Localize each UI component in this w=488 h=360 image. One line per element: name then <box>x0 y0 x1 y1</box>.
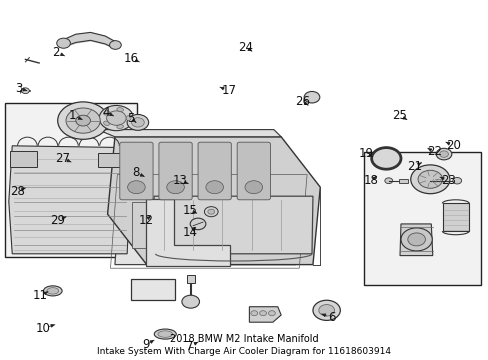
Circle shape <box>182 295 199 308</box>
Bar <box>5 103 137 257</box>
Circle shape <box>57 38 70 48</box>
Polygon shape <box>154 196 312 254</box>
Circle shape <box>166 181 184 194</box>
Circle shape <box>190 218 205 230</box>
Ellipse shape <box>103 111 109 115</box>
Polygon shape <box>98 130 281 137</box>
Bar <box>364 152 480 285</box>
Text: 10: 10 <box>36 322 50 335</box>
FancyBboxPatch shape <box>159 142 192 200</box>
Text: 6: 6 <box>327 311 335 324</box>
Circle shape <box>244 181 262 194</box>
Circle shape <box>268 311 275 316</box>
Text: 16: 16 <box>123 52 138 65</box>
Circle shape <box>99 105 133 131</box>
FancyBboxPatch shape <box>237 142 270 200</box>
Text: 4: 4 <box>102 106 110 119</box>
Circle shape <box>435 148 451 160</box>
Bar <box>10 151 37 167</box>
Ellipse shape <box>117 125 123 129</box>
Text: 20: 20 <box>446 139 460 152</box>
Polygon shape <box>107 137 320 265</box>
Circle shape <box>58 102 108 139</box>
Text: 8: 8 <box>132 166 140 179</box>
Text: 14: 14 <box>182 226 197 239</box>
FancyBboxPatch shape <box>198 142 231 200</box>
Text: 7: 7 <box>185 340 193 353</box>
Text: 3: 3 <box>15 82 22 95</box>
Circle shape <box>205 181 223 194</box>
Circle shape <box>204 207 218 217</box>
Circle shape <box>439 151 447 157</box>
Ellipse shape <box>158 331 172 337</box>
Text: 27: 27 <box>55 152 70 165</box>
Bar <box>131 279 175 300</box>
Text: 2: 2 <box>52 46 60 59</box>
Circle shape <box>131 118 144 127</box>
Text: 29: 29 <box>50 214 65 227</box>
Bar <box>237 202 274 248</box>
Circle shape <box>127 181 145 194</box>
Polygon shape <box>399 224 432 256</box>
Text: 28: 28 <box>10 185 24 198</box>
Bar <box>132 202 168 248</box>
Polygon shape <box>9 146 129 254</box>
FancyBboxPatch shape <box>120 142 153 200</box>
Text: 23: 23 <box>441 174 455 187</box>
Ellipse shape <box>103 121 109 126</box>
Text: 19: 19 <box>358 147 372 159</box>
Text: 5: 5 <box>127 112 135 125</box>
Text: 1: 1 <box>68 109 76 122</box>
Circle shape <box>304 91 319 103</box>
Circle shape <box>207 209 214 214</box>
Bar <box>186 275 194 283</box>
Circle shape <box>384 178 392 184</box>
Bar <box>398 179 407 183</box>
Circle shape <box>76 115 90 126</box>
Text: 21: 21 <box>407 160 421 173</box>
Bar <box>184 202 221 248</box>
Circle shape <box>417 170 442 188</box>
Text: 15: 15 <box>182 204 197 217</box>
Circle shape <box>127 114 148 130</box>
Text: 12: 12 <box>138 214 153 227</box>
Ellipse shape <box>154 329 176 339</box>
Polygon shape <box>145 199 229 266</box>
Text: 13: 13 <box>172 174 187 187</box>
Bar <box>98 153 127 167</box>
Ellipse shape <box>126 116 131 121</box>
Polygon shape <box>442 203 468 231</box>
Circle shape <box>106 111 126 125</box>
Circle shape <box>407 233 425 246</box>
Circle shape <box>410 165 449 194</box>
Text: 22: 22 <box>426 145 441 158</box>
Circle shape <box>21 88 29 94</box>
Circle shape <box>259 311 266 316</box>
Text: Intake System With Charge Air Cooler Diagram for 11618603914: Intake System With Charge Air Cooler Dia… <box>97 346 391 356</box>
Circle shape <box>452 177 461 184</box>
Ellipse shape <box>47 288 59 294</box>
Text: 2018 BMW M2 Intake Manifold: 2018 BMW M2 Intake Manifold <box>170 334 318 344</box>
Polygon shape <box>249 307 281 322</box>
Polygon shape <box>115 178 303 265</box>
Text: 26: 26 <box>294 95 309 108</box>
Ellipse shape <box>43 286 62 296</box>
Circle shape <box>400 228 431 251</box>
Circle shape <box>250 311 257 316</box>
Circle shape <box>371 148 400 169</box>
Circle shape <box>109 41 121 49</box>
Text: 9: 9 <box>142 338 149 351</box>
Text: 17: 17 <box>221 84 236 97</box>
Text: 11: 11 <box>33 289 47 302</box>
Text: 24: 24 <box>238 41 252 54</box>
Circle shape <box>66 108 100 133</box>
Text: 18: 18 <box>363 174 377 187</box>
Circle shape <box>312 300 340 320</box>
Ellipse shape <box>117 108 123 111</box>
Circle shape <box>318 305 334 316</box>
Text: 25: 25 <box>392 109 407 122</box>
